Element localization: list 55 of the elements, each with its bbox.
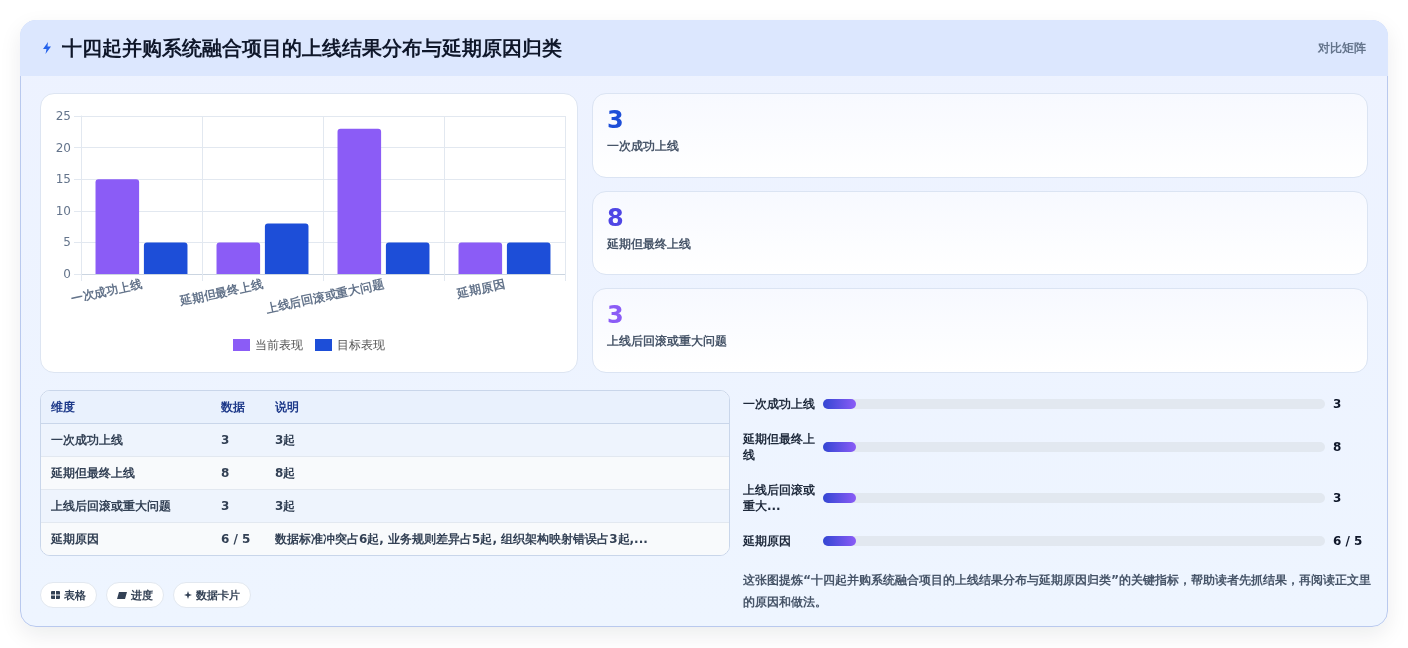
text: 3: [221, 433, 230, 447]
category-label: 一次成功上线: [743, 396, 816, 412]
y-tick-label: 10: [55, 203, 71, 218]
text: 对比矩阵: [1318, 39, 1366, 57]
x-tick-label: 延期原因: [455, 277, 506, 302]
text: 3起: [275, 432, 296, 447]
category-label: 数据卡片: [196, 587, 240, 603]
bar: [506, 242, 551, 274]
text: 维度: [50, 398, 76, 416]
text: 6 / 5: [1333, 534, 1363, 548]
y-tick-label: 25: [55, 109, 71, 123]
bar: [95, 179, 140, 274]
y-tick-label: 0: [63, 267, 71, 281]
category-label: 上线后回滚或重大问题: [51, 498, 171, 513]
category-label: 延期原因: [51, 531, 99, 546]
x-tick-label: 一次成功上线: [69, 277, 143, 306]
data-label: 3: [607, 301, 625, 330]
text: 8起: [275, 465, 296, 480]
bar: [143, 242, 188, 274]
bar: [337, 128, 382, 274]
category-label: 进度: [131, 587, 153, 603]
category-label: 数据: [221, 398, 246, 416]
text: 3起: [275, 498, 296, 513]
category-label: 延期但最终上线: [743, 431, 816, 463]
x-tick-label: 上线后回滚或重大问题: [263, 277, 385, 317]
category-label: 一次成功上线: [51, 432, 123, 447]
category-label: 上线后回滚或重大问题: [607, 333, 728, 350]
category-label: 延期原因: [743, 533, 792, 549]
y-tick-label: 15: [55, 172, 71, 187]
category-label: 延期但最终上线: [51, 465, 135, 480]
category-label: 说明: [275, 398, 300, 416]
data-label: 8: [607, 203, 625, 232]
category-label: 上线后回滚或重大...: [743, 482, 816, 514]
y-tick-label: 20: [55, 140, 71, 155]
text: 8: [1333, 440, 1342, 454]
text: 3: [1333, 397, 1342, 411]
legend-label: 当前表现: [255, 338, 303, 352]
text: 3: [1333, 491, 1342, 505]
text: 8: [221, 466, 230, 480]
text: 这张图提炼“十四起并购系统融合项目的上线结果分布与延期原因归类”的关键指标，帮助读者先抓结果，再阅读正文里的原因和做法。: [743, 572, 1373, 611]
legend-label: 目标表现: [337, 338, 385, 352]
text: 3: [221, 499, 230, 513]
bar: [385, 242, 430, 274]
text: 6 / 5: [221, 532, 251, 546]
bar: [458, 242, 503, 274]
text: 十四起并购系统融合项目的上线结果分布与延期原因归类: [62, 35, 562, 62]
x-tick-label: 延期但最终上线: [177, 277, 264, 309]
category-label: 表格: [64, 587, 86, 603]
y-tick-label: 5: [63, 235, 71, 250]
category-label: 一次成功上线: [607, 138, 680, 154]
bar: [264, 223, 309, 274]
text: 数据标准冲突占6起, 业务规则差异占5起, 组织架构映射错误占3起,...: [275, 531, 648, 546]
data-label: 3: [607, 106, 625, 134]
category-label: 延期但最终上线: [607, 235, 692, 252]
bar: [216, 242, 261, 274]
